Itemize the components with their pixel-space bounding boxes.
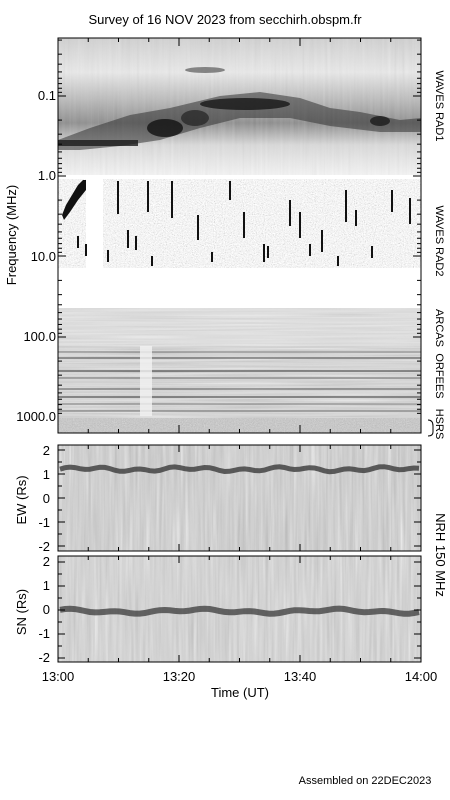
ground-spectra xyxy=(58,308,421,433)
rad2-data-gap xyxy=(86,179,103,268)
sn-ticks xyxy=(57,556,422,662)
instrument-hsrs: HSRS xyxy=(433,409,445,440)
xtick-label-1400: 14:00 xyxy=(405,669,438,684)
assembled-note: Assembled on 22DEC2023 xyxy=(299,775,432,787)
ytick-label-1-0: 1.0 xyxy=(38,168,56,183)
rad2-dynamic-spectrum xyxy=(58,179,421,268)
rad1-burst-a xyxy=(200,98,290,110)
spectrum-panel: 0.1 1.0 10.0 100.0 1000.0 Frequency (MHz… xyxy=(4,37,445,440)
rad1-burst-d xyxy=(370,116,390,126)
orfees-lines xyxy=(58,351,421,412)
ytick-label-0-1: 0.1 xyxy=(38,88,56,103)
xaxis-label: Time (UT) xyxy=(211,685,269,700)
rad1-burst-c xyxy=(181,110,209,126)
rad1-emission-band xyxy=(58,92,421,150)
sn-ytick-2: 2 xyxy=(43,554,50,569)
ew-ylabel: EW (Rs) xyxy=(14,475,29,524)
sn-ylabel: SN (Rs) xyxy=(14,589,29,635)
rad1-dynamic-spectrum xyxy=(58,38,421,175)
ew-ytick-minus1: -1 xyxy=(38,515,50,530)
time-axis: 13:00 13:20 13:40 14:00 Time (UT) xyxy=(42,669,438,700)
rad2-noise xyxy=(58,179,421,268)
orfees-bright-strip xyxy=(140,346,152,416)
instrument-rad1: WAVES RAD1 xyxy=(433,71,445,142)
instrument-rad2: WAVES RAD2 xyxy=(433,206,445,277)
ew-ytick-minus2: -2 xyxy=(38,539,50,554)
arcas-texture xyxy=(58,308,421,346)
instrument-arcas: ARCAS xyxy=(433,309,445,347)
rad2-type3-burst xyxy=(62,180,86,220)
ew-ytick-1: 1 xyxy=(43,467,50,482)
nrh-ew-panel: 2 1 0 -1 -2 EW (Rs) xyxy=(14,443,422,554)
ytick-label-100-0: 100.0 xyxy=(23,329,56,344)
rad1-burst-b xyxy=(147,119,183,137)
sn-ytick-minus2: -2 xyxy=(38,650,50,665)
sn-source-trace xyxy=(59,605,420,617)
spectrum-ylabel: Frequency (MHz) xyxy=(4,185,19,285)
spectrum-minor-ticks xyxy=(57,38,422,433)
ytick-label-10-0: 10.0 xyxy=(31,249,56,264)
ew-source-trace xyxy=(59,464,420,475)
xtick-label-1320: 13:20 xyxy=(163,669,196,684)
nrh-sn-panel: 2 1 0 -1 -2 SN (Rs) xyxy=(14,554,422,665)
hsrs-bracket xyxy=(427,419,434,437)
sn-ytick-0: 0 xyxy=(43,602,50,617)
orfees-texture xyxy=(58,346,421,418)
ew-texture xyxy=(58,445,421,551)
rad2-bursts xyxy=(77,181,411,266)
instrument-orfees: ORFEES xyxy=(433,353,445,398)
nrh-label: NRH 150 MHz xyxy=(433,513,448,597)
ew-ytick-0: 0 xyxy=(43,491,50,506)
ytick-label-1000-0: 1000.0 xyxy=(16,409,56,424)
ew-ticks xyxy=(57,445,422,551)
rad1-burst-e xyxy=(185,67,225,73)
figure-title: Survey of 16 NOV 2023 from secchirh.obsp… xyxy=(88,12,362,27)
sn-ytick-1: 1 xyxy=(43,578,50,593)
ew-ytick-2: 2 xyxy=(43,443,50,458)
sn-ytick-minus1: -1 xyxy=(38,626,50,641)
xtick-label-1340: 13:40 xyxy=(284,669,317,684)
xtick-label-1300: 13:00 xyxy=(42,669,75,684)
rad1-low-band xyxy=(58,140,138,146)
